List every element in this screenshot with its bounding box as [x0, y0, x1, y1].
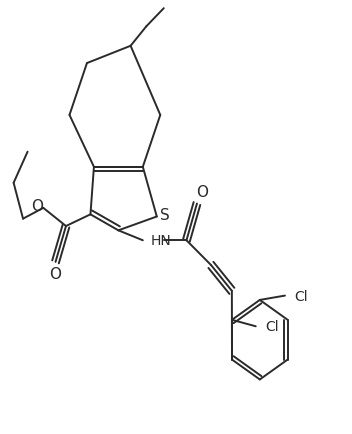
Text: O: O	[196, 185, 208, 200]
Text: HN: HN	[150, 234, 171, 248]
Text: O: O	[31, 199, 43, 214]
Text: Cl: Cl	[295, 289, 308, 303]
Text: O: O	[50, 267, 62, 282]
Text: Cl: Cl	[265, 319, 279, 333]
Text: S: S	[159, 207, 169, 222]
